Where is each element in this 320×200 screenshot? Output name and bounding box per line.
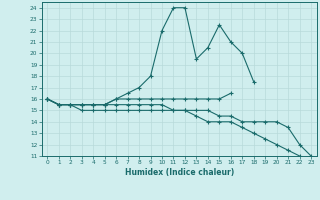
X-axis label: Humidex (Indice chaleur): Humidex (Indice chaleur) [124,168,234,177]
